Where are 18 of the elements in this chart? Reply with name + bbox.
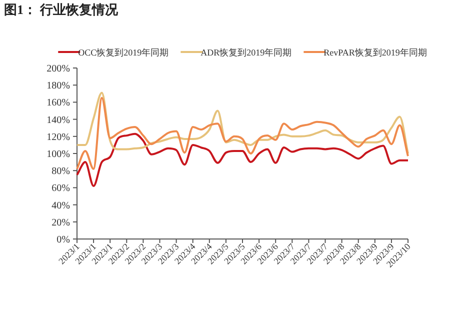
line-series — [76, 92, 409, 154]
line-series — [76, 132, 409, 187]
y-tick-label: 0% — [56, 234, 70, 246]
y-tick-label: 100% — [46, 149, 70, 160]
y-tick-label: 20% — [52, 217, 70, 228]
y-tick-label: 140% — [46, 114, 70, 126]
y-tick-label: 60% — [52, 183, 70, 194]
y-tick-label: 180% — [46, 80, 70, 92]
y-tick-label: 40% — [52, 200, 70, 212]
y-tick-label: 80% — [52, 166, 70, 178]
y-tick-label: 160% — [46, 98, 70, 109]
legend-label: RevPAR恢复到2019年同期 — [324, 48, 427, 58]
y-tick-label: 200% — [46, 64, 70, 74]
y-tick-label: 120% — [46, 132, 70, 143]
line-series — [76, 96, 409, 170]
legend-label: ADR恢复到2019年同期 — [200, 48, 292, 58]
legend-label: OCC恢复到2019年同期 — [78, 48, 169, 58]
chart-title: 图1： 行业恢复情况 — [4, 2, 119, 17]
